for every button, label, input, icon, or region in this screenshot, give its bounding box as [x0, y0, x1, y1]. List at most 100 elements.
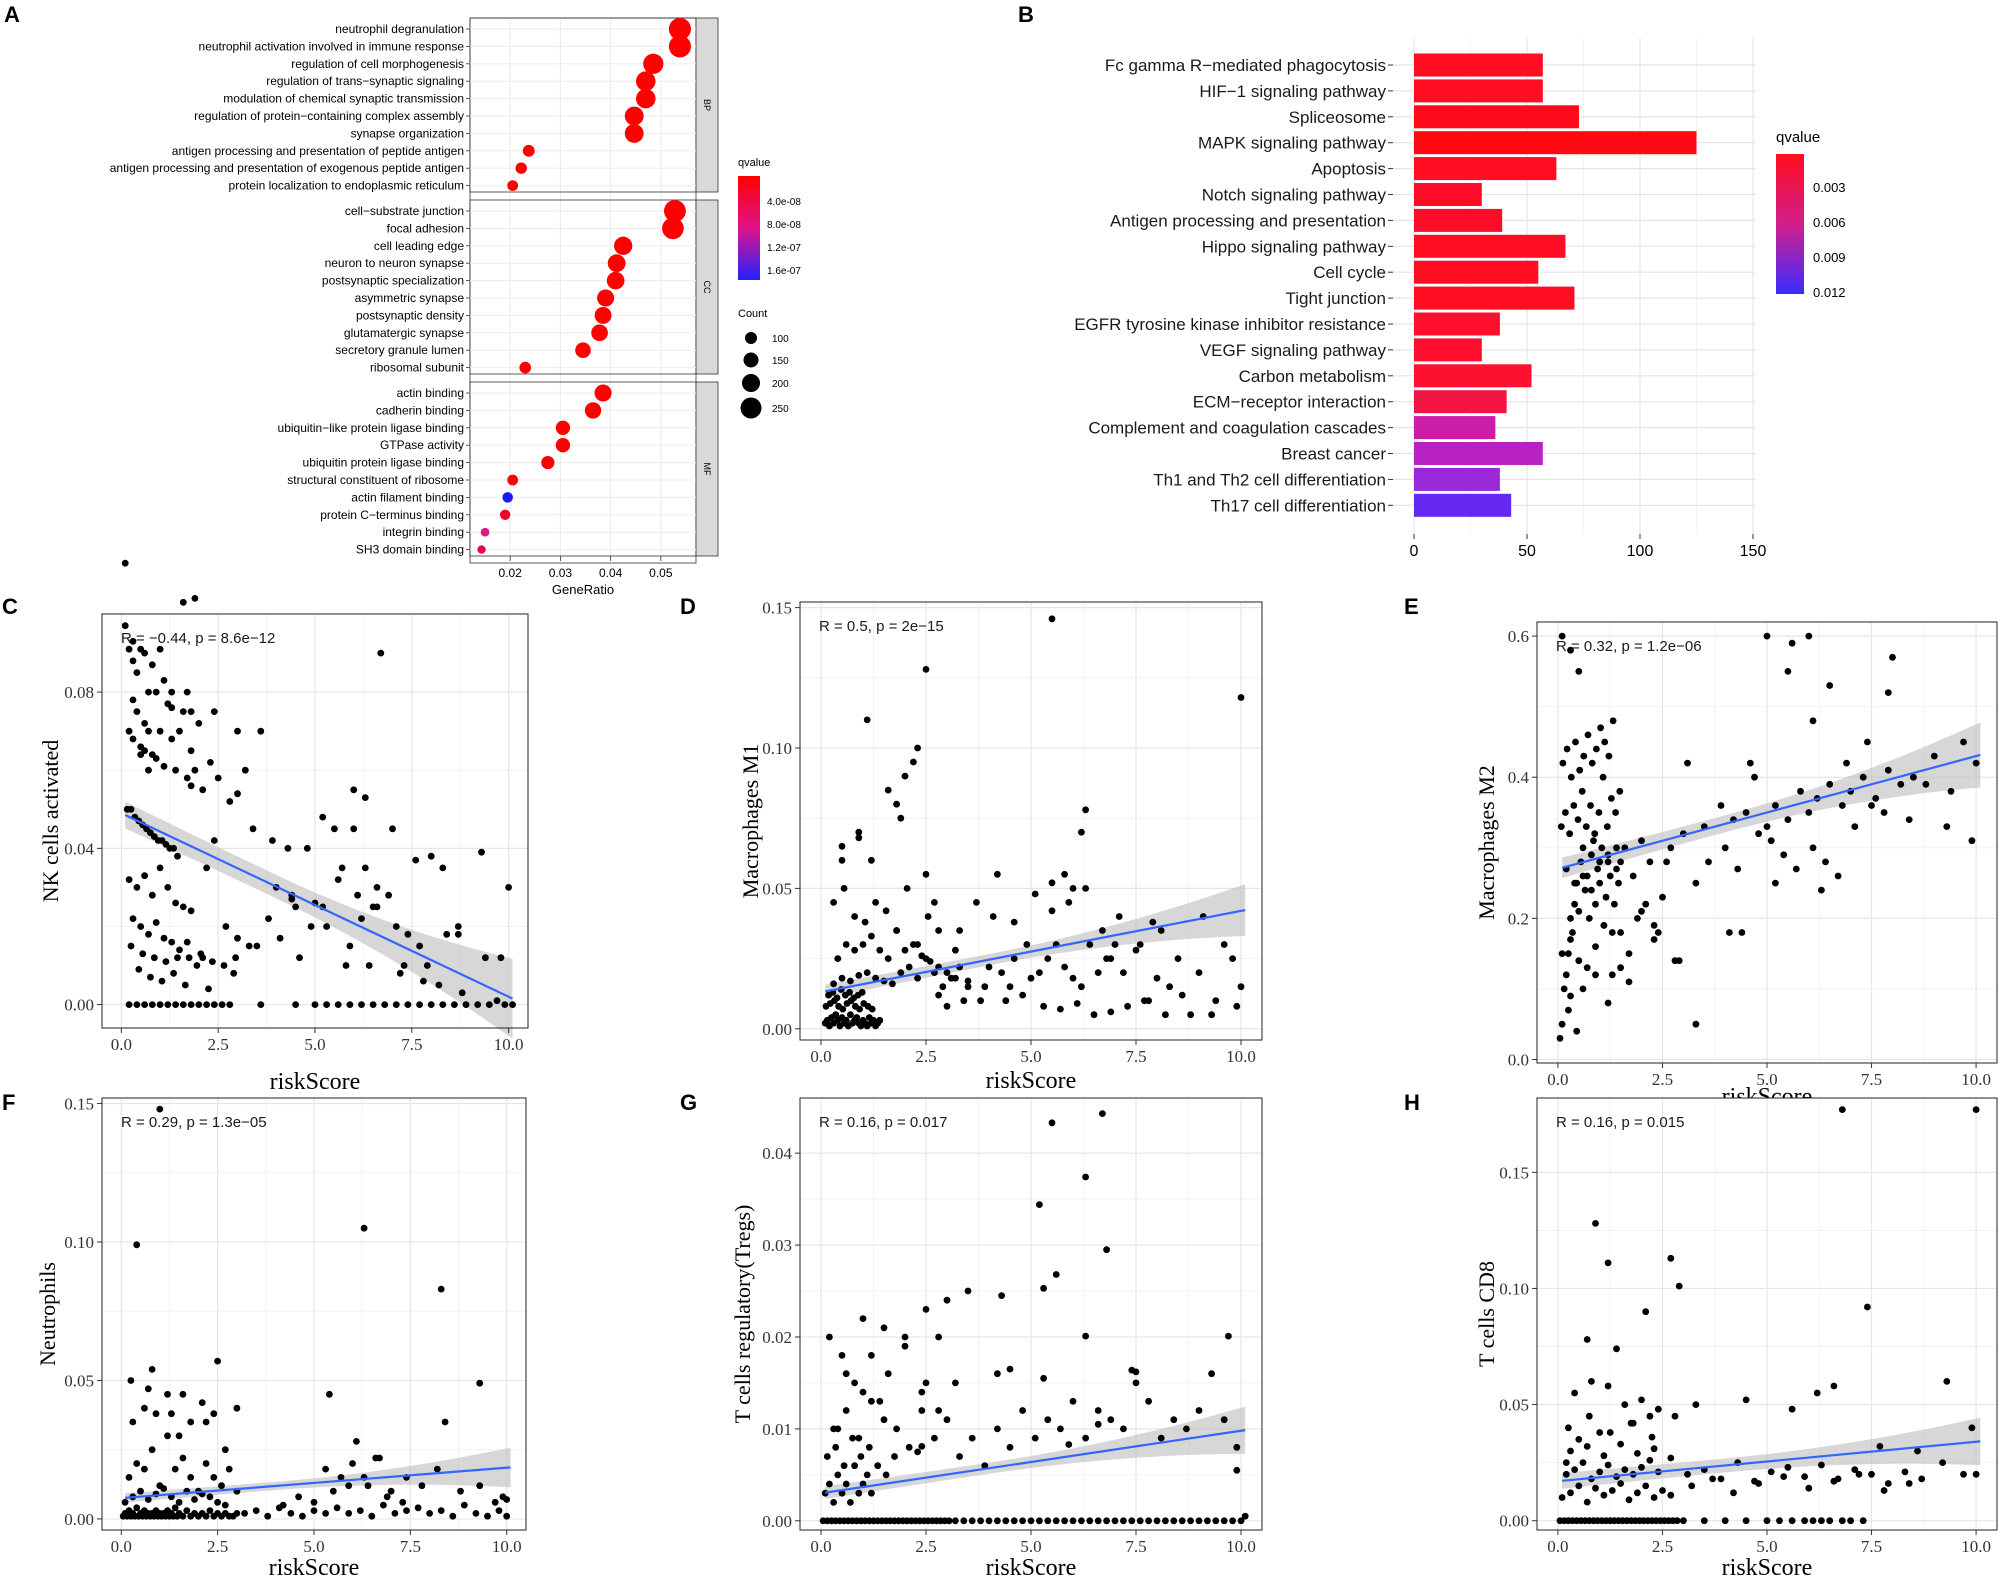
panel-e-data-point: [1581, 886, 1589, 894]
panel-a-qvalue-label-4: 1.6e-07: [767, 266, 801, 277]
panel-g-data-point: [935, 1333, 942, 1341]
panel-c-data-point: [350, 786, 358, 794]
panel-d-data-point: [1010, 955, 1018, 962]
panel-h-data-point: [1608, 1487, 1616, 1494]
panel-e-data-point: [1573, 1027, 1581, 1035]
panel-a-dot: [606, 271, 625, 290]
panel-c-y-tick-label: 0.04: [64, 839, 94, 858]
panel-d-data-point: [1094, 969, 1102, 976]
panel-c-y-axis-label: NK cells activated: [38, 740, 63, 903]
panel-a-term-label: GTPase activity: [380, 438, 464, 452]
panel-d-data-point: [1237, 983, 1245, 991]
panel-h-data-point: [1659, 1487, 1666, 1494]
panel-d-data-point: [1031, 890, 1039, 898]
panel-a-strip-label: CC: [702, 281, 712, 294]
panel-f-data-point: [156, 1482, 164, 1490]
panel-h-letter: H: [1404, 1090, 1420, 1115]
panel-d-data-point: [1162, 1011, 1169, 1019]
panel-g-data-point: [1082, 1332, 1089, 1340]
panel-e-data-point: [1738, 929, 1746, 936]
panel-f-data-point: [129, 1418, 137, 1426]
panel-g-data-point: [1002, 1517, 1010, 1525]
panel-c-data-point: [172, 1001, 180, 1008]
panel-d-data-point: [840, 885, 848, 892]
panel-f-data-point: [202, 1418, 210, 1426]
panel-h-data-point: [1675, 1282, 1683, 1290]
panel-e-data-point: [1571, 900, 1578, 908]
panel-g-data-point: [868, 1352, 875, 1359]
panel-a-qvalue-label-2: 8.0e-08: [767, 220, 801, 231]
panel-e-data-point: [1617, 929, 1624, 936]
panel-h-data-point: [1901, 1468, 1909, 1476]
panel-a-dot: [636, 88, 656, 109]
panel-d-data-point: [853, 1014, 861, 1021]
panel-c-data-point: [203, 864, 211, 872]
panel-d-data-point: [842, 941, 850, 948]
panel-c-data-point: [170, 969, 178, 977]
panel-e-data-point: [1590, 837, 1597, 845]
panel-b-category-label: VEGF signaling pathway: [1200, 341, 1387, 360]
panel-c-data-point: [148, 661, 156, 669]
panel-c-x-axis-label: riskScore: [270, 1069, 361, 1095]
panel-f-data-point: [202, 1512, 210, 1520]
panel-d-letter: D: [680, 594, 696, 619]
panel-b-category-label: Tight junction: [1286, 289, 1386, 308]
panel-d-data-point: [914, 941, 921, 948]
panel-e-data-point: [1809, 844, 1817, 852]
panel-e-data-point: [1872, 795, 1880, 802]
panel-g-data-point: [945, 1517, 953, 1525]
panel-c-data-point: [485, 1001, 493, 1008]
panel-h-data-point: [1914, 1447, 1921, 1455]
panel-g-x-tick-label: 10.0: [1226, 1537, 1256, 1556]
panel-e-data-point: [1968, 837, 1976, 845]
panel-c-data-point: [133, 884, 141, 891]
panel-c-data-point: [135, 966, 143, 973]
panel-f-data-point: [337, 1474, 345, 1481]
panel-b-category-label: EGFR tyrosine kinase inhibitor resistanc…: [1074, 315, 1386, 334]
panel-h-data-point: [1880, 1487, 1888, 1494]
panel-g-data-point: [1103, 1517, 1110, 1525]
panel-d-data-point: [889, 980, 896, 988]
panel-f-data-point: [141, 1404, 148, 1412]
panel-g-data-point: [931, 1434, 938, 1442]
panel-f-data-point: [287, 1510, 295, 1517]
panel-a-term-label: neuron to neuron synapse: [325, 256, 465, 270]
panel-f-data-point: [144, 1496, 152, 1503]
panel-d-data-point: [1237, 694, 1245, 701]
panel-b-bar: [1414, 286, 1575, 310]
panel-h-data-point: [1700, 1517, 1708, 1525]
panel-c-data-point: [350, 825, 358, 833]
panel-a-facet-strip: [695, 199, 719, 375]
panel-c-data-point: [245, 942, 253, 950]
panel-d-data-point: [847, 977, 854, 985]
panel-c-data-point: [269, 837, 276, 844]
panel-d-data-point: [1124, 1002, 1131, 1010]
panel-f-neutrophils-scatter: F 0.0 2.5 5.0 7.5 10.0 0.00 0.05 0.10 0.15 riskSco…: [2, 1090, 527, 1581]
panel-d-data-point: [998, 969, 1005, 976]
panel-e-data-point: [1556, 1034, 1564, 1042]
panel-h-stat-annotation: R = 0.16, p = 0.015: [1556, 1114, 1684, 1131]
panel-g-x-tick-label: 0.0: [810, 1537, 831, 1556]
panel-g-data-point: [1204, 1517, 1211, 1525]
panel-c-data-point: [141, 649, 149, 657]
panel-g-data-point: [1027, 1517, 1035, 1525]
panel-f-data-point: [345, 1510, 353, 1517]
panel-g-data-point: [1010, 1517, 1018, 1525]
panel-c-data-point: [505, 884, 512, 891]
panel-c-data-point: [307, 923, 315, 930]
panel-a-dot: [522, 144, 535, 157]
panel-a-term-label: protein C−terminus binding: [320, 508, 464, 522]
panel-c-data-point: [191, 595, 199, 602]
panel-c-data-point: [392, 1001, 400, 1008]
panel-g-data-point: [842, 1370, 850, 1378]
panel-e-data-point: [1592, 900, 1599, 908]
panel-h-data-point: [1868, 1470, 1875, 1478]
panel-g-y-tick-label: 0.01: [762, 1420, 792, 1439]
panel-c-data-point: [439, 864, 447, 872]
panel-c-data-point: [174, 954, 181, 962]
panel-c-data-point: [381, 1001, 389, 1008]
panel-c-data-point: [323, 1001, 330, 1008]
panel-g-tregs-scatter: G 0.0 2.5 5.0 7.5 10.0 0.00 0.01 0.02 0.03 0.04 ris…: [680, 1090, 1263, 1581]
panel-c-data-point: [420, 977, 427, 985]
panel-g-data-point: [1212, 1517, 1220, 1525]
